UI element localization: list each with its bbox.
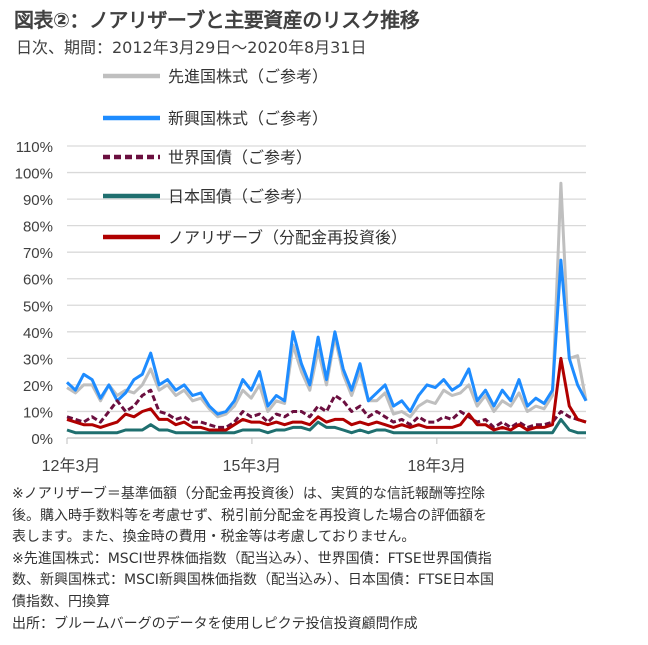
chart-title: 図表②：ノアリザーブと主要資産のリスク推移 (14, 8, 420, 32)
y-tick-label: 10% (23, 404, 53, 421)
footnotes: ※ノアリザーブ＝基準価額（分配金再投資後）は、実質的な信託報酬等控除 後。購入時… (12, 484, 494, 635)
y-tick-label: 30% (23, 351, 53, 368)
y-tick-label: 110% (16, 139, 53, 156)
footnote-line: ※ノアリザーブ＝基準価額（分配金再投資後）は、実質的な信託報酬等控除 (12, 486, 485, 502)
x-tick-label: 18年3月 (407, 457, 466, 475)
y-tick-label: 50% (23, 298, 53, 315)
series-line (66, 417, 586, 435)
y-tick-label: 70% (23, 245, 53, 262)
footnote-line: 表します。また、換金時の費用・税金等は考慮しておりません。 (12, 529, 416, 546)
legend-label: 日本国債（ご参考） (168, 187, 312, 206)
y-tick-label: 80% (23, 219, 53, 236)
footnote-line: ※先進国株式：MSCI世界株価指数（配当込み）、世界国債：FTSE世界国債指 (12, 550, 492, 567)
footnote-line: 数、新興国株式：MSCI新興国株価指数（配当込み）、日本国債：FTSE日本国 (12, 572, 494, 589)
y-tick-label: 20% (23, 378, 53, 395)
legend-label: 新興国株式（ご参考） (168, 109, 328, 128)
footnote-line: 後。購入時手数料等を考慮せず、税引前分配金を再投資した場合の評価額を (12, 507, 488, 524)
risk-line-chart: 0% 10% 20% 30% 40% 50% 60% 70% 80% 90% 100% 110% 12… (15, 67, 588, 475)
series-line (66, 181, 588, 419)
x-tick-label: 15年3月 (223, 457, 282, 475)
y-tick-label: 40% (23, 325, 53, 342)
chart-subtitle: 日次、期間：2012年3月29日～2020年8月31日 (16, 38, 367, 57)
x-tick-label: 12年3月 (42, 457, 101, 475)
series-line (65, 258, 588, 416)
source-note: 出所：ブルームバーグのデータを使用しピクテ投信投資顧問作成 (12, 615, 418, 632)
legend-label: 世界国債（ご参考） (168, 148, 312, 167)
y-tick-label: 60% (23, 272, 53, 289)
legend-label: 先進国株式（ご参考） (168, 67, 328, 86)
series-line (66, 356, 587, 432)
y-tick-label: 100% (15, 166, 53, 183)
y-tick-label: 0% (31, 431, 53, 448)
footnote-line: 債指数、円換算 (12, 593, 110, 610)
legend-label: ノアリザーブ（分配金再投資後） (168, 228, 407, 247)
y-tick-label: 90% (23, 192, 53, 209)
series-line (66, 388, 587, 429)
